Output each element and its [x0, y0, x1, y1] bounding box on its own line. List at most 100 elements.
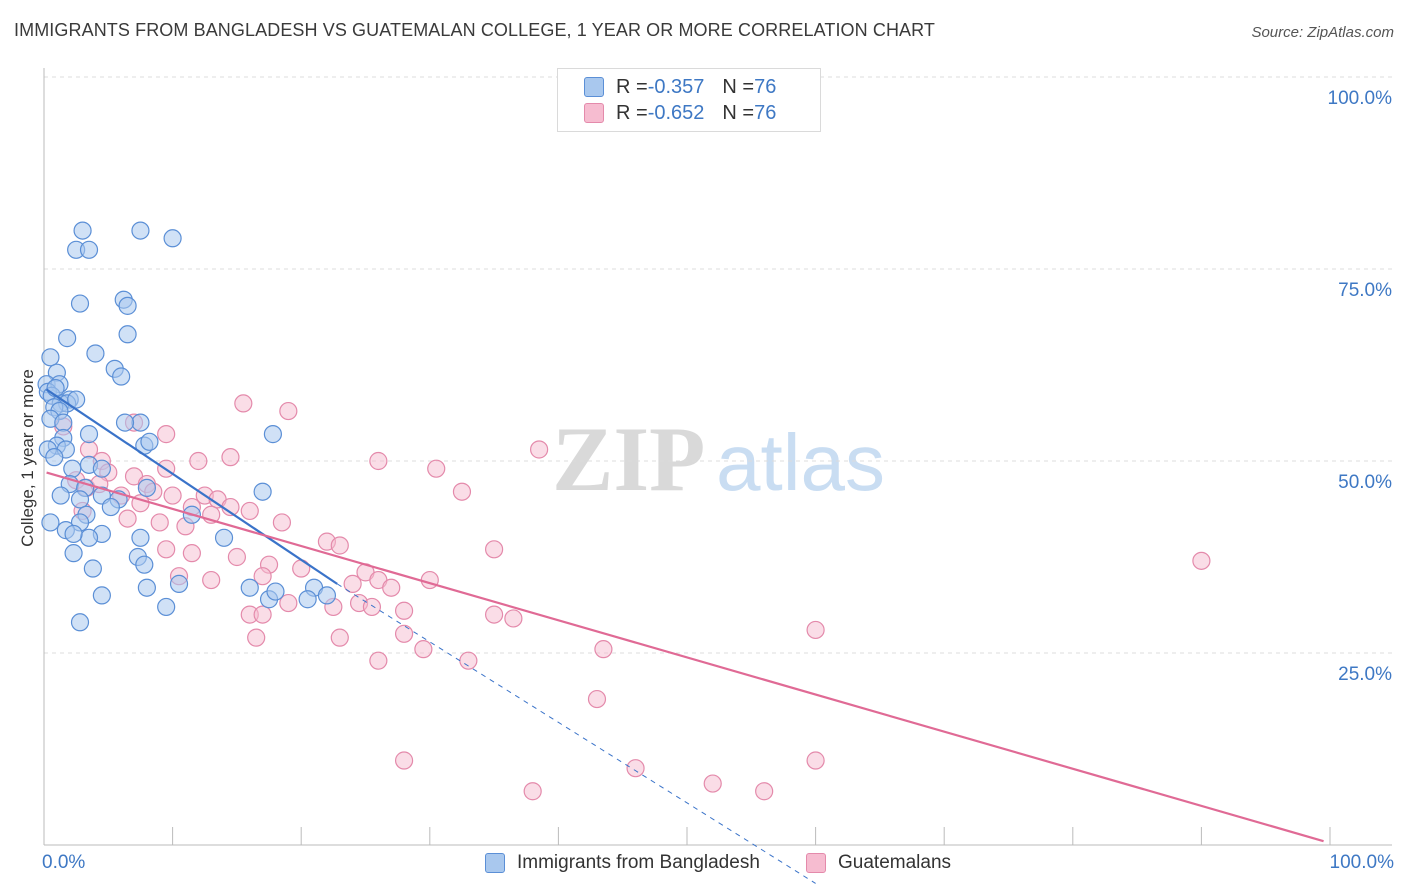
- data-point-bangladesh: [157, 597, 176, 617]
- data-point-bangladesh: [266, 582, 285, 601]
- data-point-bangladesh: [58, 329, 77, 348]
- data-point-guatemalans: [157, 540, 176, 559]
- data-point-guatemalans: [279, 593, 298, 613]
- data-point-guatemalans: [485, 605, 504, 624]
- data-point-guatemalans: [523, 782, 542, 801]
- data-point-guatemalans: [394, 601, 414, 620]
- legend-item-guatemalans[interactable]: Guatemalans: [806, 852, 951, 874]
- trend-line-guatemalans: [46, 471, 1324, 843]
- data-point-guatemalans: [703, 774, 722, 793]
- data-point-guatemalans: [504, 609, 523, 628]
- data-point-bangladesh: [73, 221, 92, 240]
- data-point-bangladesh: [92, 459, 111, 478]
- y-tick-label: 25.0%: [1338, 664, 1392, 685]
- legend-row-guatemalans: R = -0.652 N = 76: [584, 102, 776, 124]
- data-point-guatemalans: [150, 513, 169, 532]
- data-point-guatemalans: [247, 628, 266, 647]
- data-point-bangladesh: [41, 348, 60, 367]
- r-value: -0.652: [647, 101, 705, 124]
- data-point-guatemalans: [227, 547, 246, 567]
- trend-line-bangladesh-extension: [336, 583, 816, 884]
- legend-item-bangladesh[interactable]: Immigrants from Bangladesh: [485, 852, 760, 874]
- data-point-guatemalans: [362, 597, 382, 617]
- data-point-guatemalans: [382, 578, 401, 597]
- data-point-bangladesh: [137, 478, 156, 497]
- data-point-bangladesh: [131, 413, 150, 432]
- data-point-guatemalans: [343, 574, 362, 593]
- data-point-guatemalans: [118, 509, 137, 528]
- data-point-guatemalans: [157, 425, 176, 444]
- data-point-bangladesh: [137, 578, 156, 597]
- data-point-guatemalans: [253, 567, 272, 586]
- data-point-bangladesh: [169, 574, 189, 593]
- data-point-bangladesh: [214, 528, 234, 547]
- data-point-bangladesh: [70, 613, 90, 632]
- data-point-guatemalans: [755, 782, 774, 801]
- x-tick-label-min: 0.0%: [42, 852, 86, 873]
- series-legend: Immigrants from Bangladesh Guatemalans: [0, 852, 1406, 878]
- data-point-bangladesh: [140, 432, 159, 451]
- data-point-bangladesh: [79, 425, 99, 444]
- data-point-bangladesh: [79, 528, 99, 547]
- data-point-guatemalans: [452, 482, 472, 501]
- bangladesh-points: [37, 221, 337, 632]
- x-tick-label-max: 100.0%: [1329, 852, 1394, 873]
- data-point-guatemalans: [1192, 551, 1211, 570]
- data-point-bangladesh: [70, 294, 90, 313]
- watermark: ZIP atlas: [552, 408, 885, 510]
- data-point-guatemalans: [202, 570, 221, 590]
- data-point-bangladesh: [317, 586, 337, 605]
- legend-label-guatemalans: Guatemalans: [838, 852, 952, 873]
- data-point-bangladesh: [83, 559, 102, 578]
- data-point-guatemalans: [427, 459, 446, 478]
- watermark-atlas: atlas: [716, 418, 885, 507]
- data-point-guatemalans: [459, 651, 478, 670]
- data-point-guatemalans: [240, 501, 259, 521]
- data-point-guatemalans: [594, 640, 613, 659]
- trend-line-bangladesh: [45, 388, 338, 585]
- data-point-bangladesh: [118, 325, 137, 344]
- data-point-guatemalans: [414, 640, 433, 659]
- data-point-bangladesh: [112, 367, 131, 386]
- data-point-bangladesh: [118, 296, 137, 315]
- data-point-guatemalans: [189, 451, 208, 471]
- data-point-bangladesh: [253, 482, 272, 501]
- data-point-bangladesh: [64, 524, 83, 544]
- correlation-legend: R = -0.357 N = 76 R = -0.652 N = 76: [557, 68, 821, 132]
- legend-row-bangladesh: R = -0.357 N = 76: [584, 76, 776, 98]
- data-point-bangladesh: [41, 513, 60, 532]
- data-point-bangladesh: [45, 448, 64, 467]
- data-point-guatemalans: [485, 540, 504, 559]
- data-point-guatemalans: [369, 451, 388, 471]
- n-value: 76: [754, 75, 777, 98]
- r-label: R =: [616, 101, 648, 124]
- blue-swatch: [584, 77, 604, 97]
- y-tick-label: 75.0%: [1338, 280, 1392, 301]
- data-point-bangladesh: [92, 586, 111, 605]
- n-label: N =: [722, 75, 755, 98]
- data-point-guatemalans: [330, 536, 349, 555]
- data-point-guatemalans: [330, 628, 349, 647]
- data-point-guatemalans: [587, 689, 607, 709]
- data-point-bangladesh: [51, 486, 70, 505]
- data-point-guatemalans: [279, 401, 298, 421]
- data-point-bangladesh: [70, 490, 90, 509]
- data-point-bangladesh: [79, 240, 99, 259]
- data-point-bangladesh: [86, 344, 105, 363]
- chart-title: IMMIGRANTS FROM BANGLADESH VS GUATEMALAN…: [14, 20, 936, 40]
- y-tick-labels: 100.0% 75.0% 50.0% 25.0%: [1328, 88, 1393, 685]
- pink-swatch: [806, 853, 826, 873]
- data-point-guatemalans: [530, 440, 549, 459]
- pink-swatch: [584, 103, 604, 123]
- r-label: R =: [616, 75, 648, 98]
- data-point-bangladesh: [163, 229, 182, 248]
- data-point-guatemalans: [272, 513, 292, 532]
- data-point-guatemalans: [234, 394, 253, 413]
- data-point-bangladesh: [263, 425, 283, 444]
- data-point-bangladesh: [240, 578, 259, 597]
- y-tick-label: 50.0%: [1338, 472, 1392, 493]
- blue-swatch: [485, 853, 505, 873]
- data-point-guatemalans: [806, 620, 825, 640]
- watermark-zip: ZIP: [552, 408, 705, 510]
- data-point-bangladesh: [63, 459, 82, 478]
